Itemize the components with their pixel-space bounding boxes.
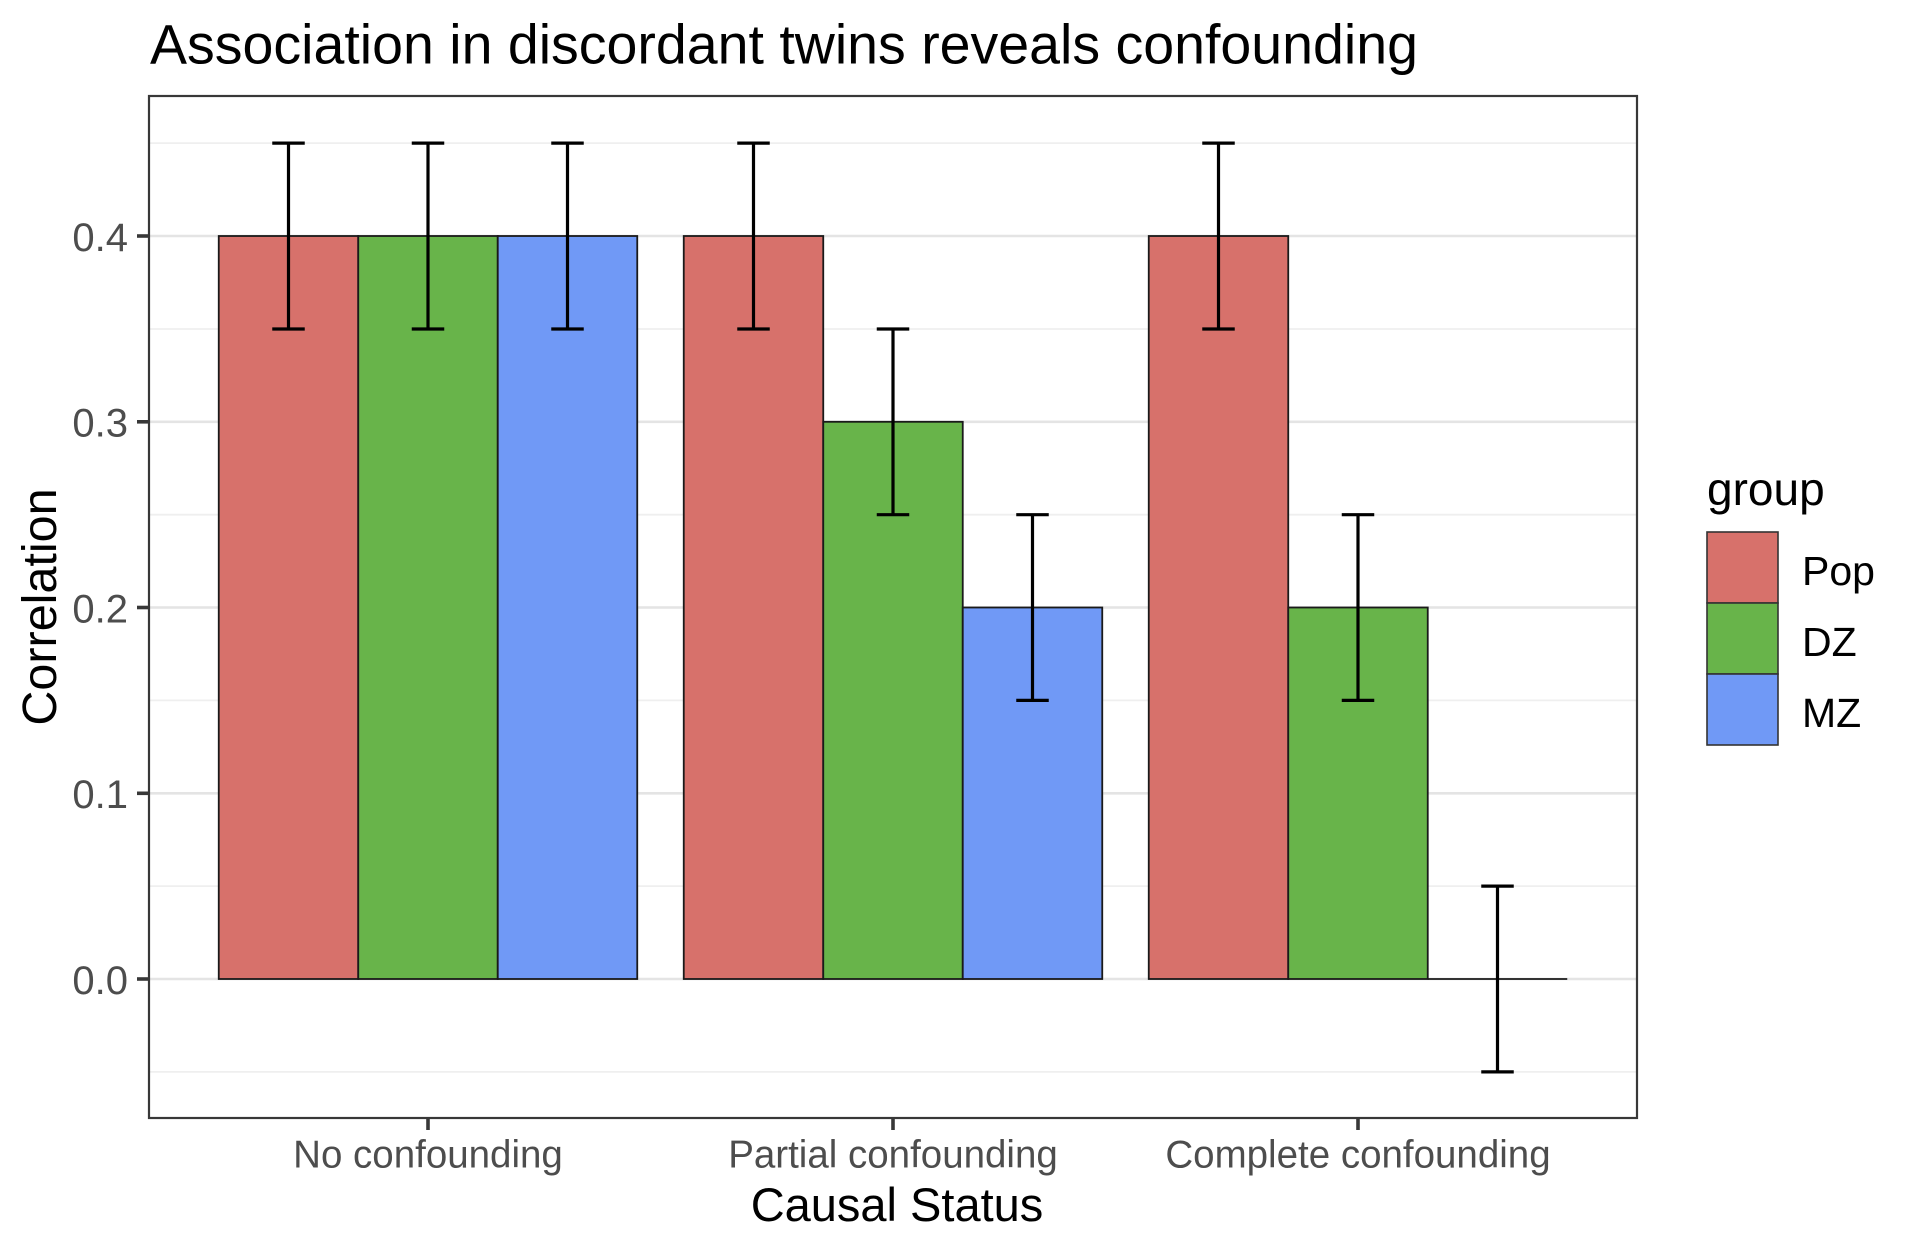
svg-text:Correlation: Correlation bbox=[13, 488, 67, 725]
svg-text:No confounding: No confounding bbox=[293, 1134, 563, 1177]
svg-text:Partial confounding: Partial confounding bbox=[728, 1134, 1058, 1177]
svg-text:Complete confounding: Complete confounding bbox=[1165, 1134, 1550, 1177]
svg-text:Causal Status: Causal Status bbox=[751, 1178, 1044, 1231]
svg-text:DZ: DZ bbox=[1802, 619, 1857, 665]
svg-text:Association in discordant twin: Association in discordant twins reveals … bbox=[150, 14, 1418, 76]
svg-text:MZ: MZ bbox=[1802, 690, 1861, 736]
svg-text:group: group bbox=[1707, 463, 1825, 515]
svg-text:0.4: 0.4 bbox=[72, 216, 128, 260]
svg-text:0.1: 0.1 bbox=[72, 773, 128, 817]
svg-text:0.3: 0.3 bbox=[72, 402, 128, 446]
svg-text:Pop: Pop bbox=[1802, 548, 1875, 594]
svg-text:0.0: 0.0 bbox=[72, 959, 128, 1003]
svg-text:0.2: 0.2 bbox=[72, 587, 128, 631]
